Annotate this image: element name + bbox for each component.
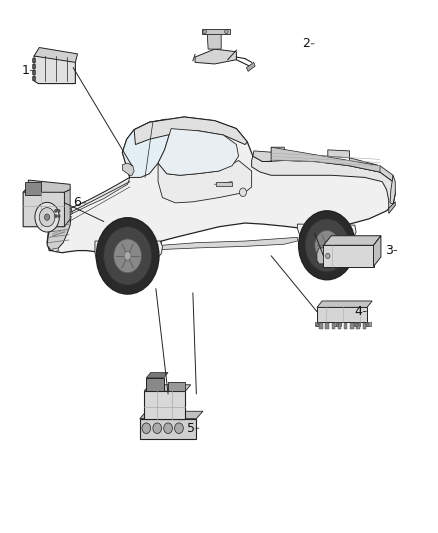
FancyBboxPatch shape [332, 323, 335, 328]
Text: 1: 1 [21, 64, 29, 77]
FancyBboxPatch shape [363, 323, 366, 328]
Polygon shape [354, 322, 360, 326]
Polygon shape [323, 236, 381, 245]
FancyBboxPatch shape [32, 58, 35, 62]
Circle shape [142, 423, 151, 433]
FancyBboxPatch shape [32, 64, 35, 68]
FancyBboxPatch shape [338, 323, 341, 328]
Polygon shape [315, 322, 321, 326]
Text: 5: 5 [187, 422, 195, 435]
Polygon shape [122, 119, 171, 177]
FancyBboxPatch shape [350, 323, 353, 328]
Polygon shape [317, 301, 372, 308]
Circle shape [104, 227, 152, 285]
Polygon shape [365, 322, 371, 326]
FancyBboxPatch shape [319, 323, 322, 328]
Polygon shape [144, 391, 185, 419]
Circle shape [35, 203, 59, 232]
Polygon shape [374, 236, 381, 266]
Circle shape [54, 215, 57, 217]
Circle shape [324, 241, 330, 249]
Polygon shape [23, 187, 64, 227]
Circle shape [39, 208, 55, 227]
Polygon shape [389, 202, 395, 214]
Circle shape [305, 219, 349, 272]
Circle shape [57, 215, 60, 217]
Polygon shape [158, 128, 239, 175]
Polygon shape [297, 224, 356, 249]
FancyBboxPatch shape [344, 323, 347, 328]
Polygon shape [25, 182, 42, 195]
Circle shape [336, 323, 339, 326]
FancyBboxPatch shape [32, 70, 35, 74]
Polygon shape [47, 216, 71, 251]
FancyBboxPatch shape [325, 323, 329, 328]
Polygon shape [158, 160, 252, 203]
Polygon shape [34, 56, 75, 84]
Polygon shape [262, 147, 380, 172]
Polygon shape [146, 378, 164, 391]
Polygon shape [23, 180, 70, 192]
Polygon shape [252, 156, 395, 209]
Polygon shape [253, 147, 393, 182]
FancyBboxPatch shape [357, 323, 360, 328]
Circle shape [203, 29, 206, 34]
Polygon shape [34, 47, 78, 62]
Polygon shape [58, 177, 130, 220]
Circle shape [175, 423, 184, 433]
Polygon shape [95, 241, 162, 270]
Polygon shape [168, 382, 185, 391]
Circle shape [153, 423, 162, 433]
Polygon shape [53, 248, 59, 252]
FancyBboxPatch shape [32, 76, 35, 80]
Polygon shape [97, 237, 297, 257]
Polygon shape [144, 385, 191, 391]
Polygon shape [195, 49, 237, 64]
Polygon shape [323, 245, 374, 266]
Text: 2: 2 [302, 37, 310, 50]
Circle shape [356, 323, 358, 326]
Polygon shape [51, 208, 72, 227]
Polygon shape [247, 62, 255, 71]
Circle shape [315, 230, 339, 260]
Polygon shape [390, 175, 395, 204]
Circle shape [299, 211, 355, 280]
Circle shape [240, 188, 247, 197]
Circle shape [96, 217, 159, 294]
Polygon shape [134, 117, 247, 144]
Circle shape [45, 214, 49, 220]
Polygon shape [334, 322, 341, 326]
Circle shape [164, 423, 173, 433]
Circle shape [367, 323, 369, 326]
Polygon shape [64, 190, 70, 227]
Text: 4: 4 [354, 305, 362, 318]
Polygon shape [122, 163, 134, 175]
Circle shape [225, 29, 228, 34]
Circle shape [54, 209, 57, 213]
Polygon shape [47, 117, 395, 253]
Polygon shape [146, 373, 168, 378]
Polygon shape [207, 32, 221, 49]
Circle shape [317, 323, 319, 326]
Circle shape [124, 252, 131, 260]
Text: 6: 6 [74, 196, 81, 209]
Circle shape [325, 253, 330, 259]
Polygon shape [317, 308, 367, 322]
FancyBboxPatch shape [215, 182, 232, 186]
Circle shape [57, 209, 60, 213]
Circle shape [114, 239, 141, 273]
Polygon shape [140, 411, 203, 419]
Polygon shape [317, 248, 323, 264]
Polygon shape [140, 419, 196, 439]
Polygon shape [201, 29, 230, 34]
Text: 3: 3 [385, 244, 393, 257]
